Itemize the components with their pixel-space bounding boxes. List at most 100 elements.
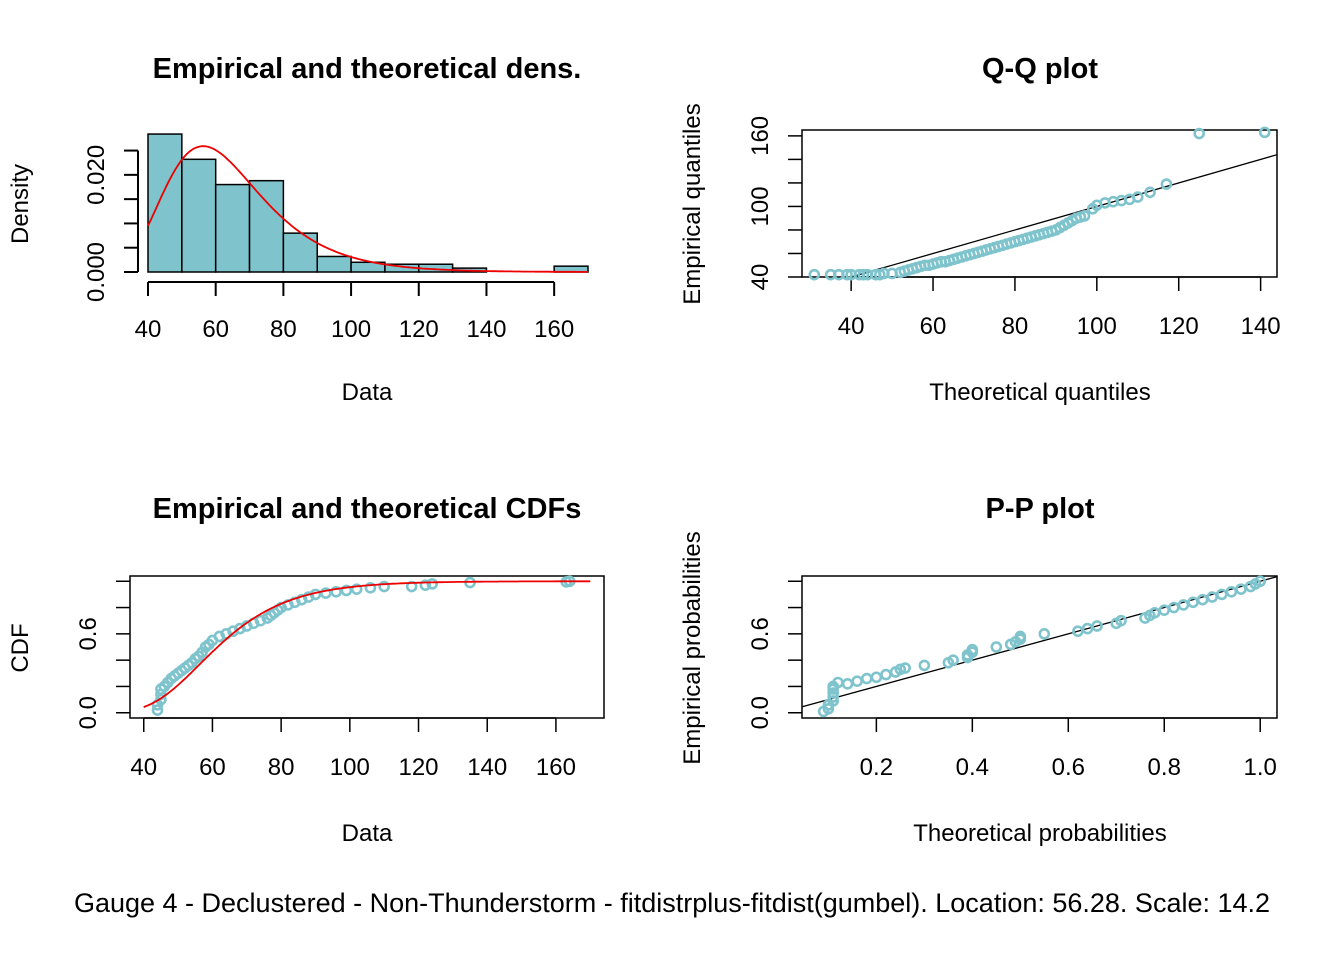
qq-xlabel: Theoretical quantiles	[929, 379, 1150, 406]
cdf-y-tick-label: 0.6	[75, 617, 102, 650]
cdf-fitted-curve	[143, 580, 591, 708]
density-bar	[181, 158, 217, 273]
pp-point	[918, 659, 931, 672]
cdf-point	[426, 578, 439, 590]
cdf-point	[378, 580, 390, 593]
cdf-title: Empirical and theoretical CDFs	[153, 493, 582, 525]
cdf-x-tick-label: 80	[268, 754, 295, 781]
pp-x-tick-label: 0.6	[1052, 754, 1085, 781]
qq-y-tick-label: 40	[747, 264, 774, 291]
pp-x-tick-label: 0.2	[860, 754, 893, 781]
qq-x-tick-label: 80	[1002, 313, 1029, 340]
qq-plot-frame	[801, 129, 1278, 278]
density-x-tick-label: 40	[135, 316, 162, 343]
pp-plot-area: 0.2 0.4 0.6 0.8 1.0 0.0 0.6	[747, 575, 1278, 781]
density-plot-area: 40 60 80 100 120 140 160 0.000 0.020	[83, 133, 589, 343]
figure-caption: Gauge 4 - Declustered - Non-Thunderstorm…	[74, 888, 1270, 918]
pp-x-tick-label: 1.0	[1244, 754, 1277, 781]
pp-point	[851, 675, 863, 687]
cdf-point	[405, 580, 418, 593]
qq-x-tick-label: 40	[838, 313, 865, 340]
density-x-tick-label: 80	[270, 316, 297, 343]
pp-point	[822, 702, 835, 715]
density-ylabel: Density	[7, 164, 34, 244]
cdf-x-tick-label: 140	[467, 754, 507, 781]
cdf-plot-area: 40 60 80 100 120 140 160 0.0 0.6	[75, 575, 605, 781]
qq-point	[1131, 191, 1144, 203]
qq-point	[1078, 210, 1091, 222]
cdf-x-tick-label: 160	[536, 754, 576, 781]
panel-qq: Q-Q plot Theoretical quantiles Empirical…	[679, 53, 1281, 406]
qq-x-tick-label: 120	[1159, 313, 1199, 340]
qq-x-tick-label: 140	[1241, 313, 1281, 340]
cdf-x-tick-label: 120	[398, 754, 438, 781]
density-bar	[282, 232, 318, 273]
qq-point	[1144, 186, 1156, 199]
cdf-point	[364, 582, 377, 594]
panel-cdf: Empirical and theoretical CDFs Data CDF …	[7, 493, 605, 847]
pp-point	[1091, 620, 1103, 632]
pp-point	[870, 671, 883, 684]
pp-xlabel: Theoretical probabilities	[913, 820, 1166, 847]
cdf-xlabel: Data	[342, 820, 393, 847]
qq-x-tick-label: 60	[920, 313, 947, 340]
density-x-tick-label: 140	[466, 316, 506, 343]
qq-title: Q-Q plot	[982, 53, 1098, 85]
cdf-y-tick-label: 0.0	[75, 696, 102, 729]
pp-point	[899, 662, 911, 674]
cdf-point	[419, 579, 432, 592]
panel-pp: P-P plot Theoretical probabilities Empir…	[679, 493, 1278, 847]
pp-point	[841, 678, 854, 690]
pp-x-tick-label: 0.8	[1148, 754, 1181, 781]
density-x-tick-label: 120	[399, 316, 439, 343]
pp-point	[1038, 628, 1051, 640]
qq-x-tick-label: 100	[1077, 313, 1117, 340]
density-x-tick-label: 60	[202, 316, 229, 343]
pp-ylabel: Empirical probabilities	[679, 531, 706, 764]
density-x-tick-label: 100	[331, 316, 371, 343]
pp-x-tick-label: 0.4	[956, 754, 989, 781]
qq-point	[1193, 127, 1205, 140]
pp-y-tick-label: 0.0	[747, 696, 774, 729]
density-fitted-curve	[147, 145, 588, 273]
pp-point	[947, 654, 959, 666]
pp-point	[990, 641, 1003, 653]
qq-point	[808, 268, 821, 281]
panel-density: Empirical and theoretical dens. Data Den…	[7, 53, 589, 406]
pp-point	[966, 643, 979, 656]
qq-y-tick-label: 100	[747, 186, 774, 226]
density-y-tick-label: 0.000	[83, 242, 110, 302]
density-bar	[214, 183, 251, 273]
cdf-point	[155, 693, 167, 706]
density-x-tick-label: 160	[534, 316, 574, 343]
pp-point	[1014, 630, 1027, 643]
qq-point	[841, 268, 853, 281]
density-bar	[316, 255, 352, 273]
density-y-tick-label: 0.020	[83, 145, 110, 205]
density-bar	[248, 179, 285, 273]
cdf-point	[330, 585, 342, 598]
qq-point	[857, 268, 870, 281]
cdf-ylabel: CDF	[7, 623, 34, 672]
cdf-x-tick-label: 60	[199, 754, 226, 781]
cdf-x-tick-label: 100	[330, 754, 370, 781]
pp-point	[827, 687, 839, 699]
cdf-x-tick-label: 40	[130, 754, 157, 781]
pp-title: P-P plot	[985, 493, 1094, 525]
pp-point	[1115, 614, 1127, 627]
cdf-point	[340, 584, 353, 597]
density-xlabel: Data	[342, 379, 393, 406]
qq-point	[1160, 178, 1173, 190]
qq-y-tick-label: 160	[747, 116, 774, 156]
pp-point	[1254, 575, 1267, 588]
pp-point	[880, 668, 892, 681]
pp-y-tick-label: 0.6	[747, 617, 774, 650]
qq-plot-area: 40 60 80 100 120 140 40 100 160	[747, 116, 1281, 340]
qq-point	[1258, 126, 1271, 139]
cdf-point	[350, 583, 363, 595]
density-bar	[147, 133, 183, 273]
cdf-point	[151, 704, 164, 716]
qq-ylabel: Empirical quantiles	[679, 103, 706, 304]
